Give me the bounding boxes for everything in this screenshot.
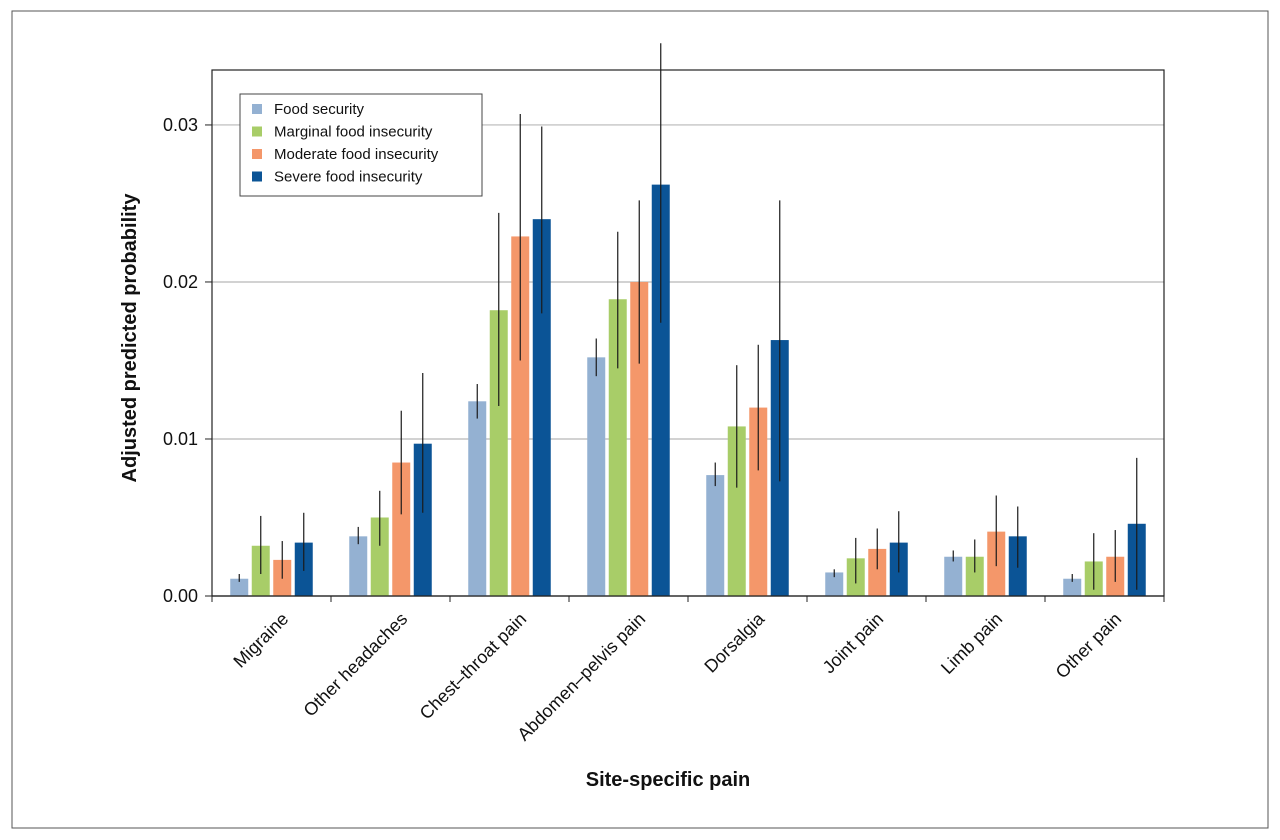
legend-label: Marginal food insecurity <box>274 124 433 141</box>
bar <box>468 401 487 596</box>
x-category-label: Dorsalgia <box>700 608 769 677</box>
bar <box>727 426 746 596</box>
y-tick-label: 0.03 <box>163 115 198 135</box>
x-category-label: Abdomen–pelvis pain <box>513 609 649 745</box>
bar <box>230 578 249 596</box>
bar <box>749 407 768 596</box>
error-bars <box>238 43 1138 590</box>
bar <box>392 462 411 596</box>
legend-swatch <box>252 171 262 182</box>
y-tick-label: 0.02 <box>163 272 198 292</box>
legend-swatch <box>252 126 262 137</box>
bar <box>1063 578 1082 596</box>
legend-items: Food security Marginal food insecurity Mod… <box>252 101 439 186</box>
bar <box>608 299 627 596</box>
bar <box>630 281 649 596</box>
bar <box>944 556 963 596</box>
bar <box>532 219 551 596</box>
legend-label: Severe food insecurity <box>274 169 423 186</box>
x-category-label: Other headaches <box>300 609 412 721</box>
legend-swatch <box>252 104 262 114</box>
bar <box>706 475 725 596</box>
bar <box>965 556 984 596</box>
bar <box>587 357 606 596</box>
bar <box>489 310 508 596</box>
bar <box>511 236 530 596</box>
y-axis-title: Adjusted predicted probability <box>119 193 141 483</box>
bar <box>825 572 844 596</box>
x-category-label: Joint pain <box>819 609 888 678</box>
legend-label: Moderate food insecurity <box>274 146 439 163</box>
legend-box <box>239 93 483 197</box>
bars <box>230 184 1146 596</box>
x-category-labels: Migraine Other headaches Chest–throat pain… <box>229 608 1125 745</box>
x-axis-title: Site-specific pain <box>586 769 751 791</box>
y-tick-label: 0.01 <box>163 429 198 449</box>
bar <box>370 517 389 596</box>
y-tick-label: 0.00 <box>163 586 198 606</box>
x-category-label: Other pain <box>1052 609 1126 683</box>
legend-label: Food security <box>274 101 365 118</box>
figure-frame <box>11 10 1269 829</box>
legend-swatch <box>252 149 262 159</box>
y-tick-labels: 0.00 0.01 0.02 0.03 <box>163 115 198 606</box>
bar <box>413 443 432 596</box>
x-category-label: Limb pain <box>937 609 1006 678</box>
bar <box>868 548 887 596</box>
axes <box>205 124 1165 602</box>
x-category-label: Migraine <box>229 609 292 672</box>
legend: Food security Marginal food insecurity Mod… <box>239 93 483 197</box>
bar <box>651 184 670 596</box>
x-category-label: Chest–throat pain <box>416 609 531 724</box>
bar <box>349 536 368 596</box>
